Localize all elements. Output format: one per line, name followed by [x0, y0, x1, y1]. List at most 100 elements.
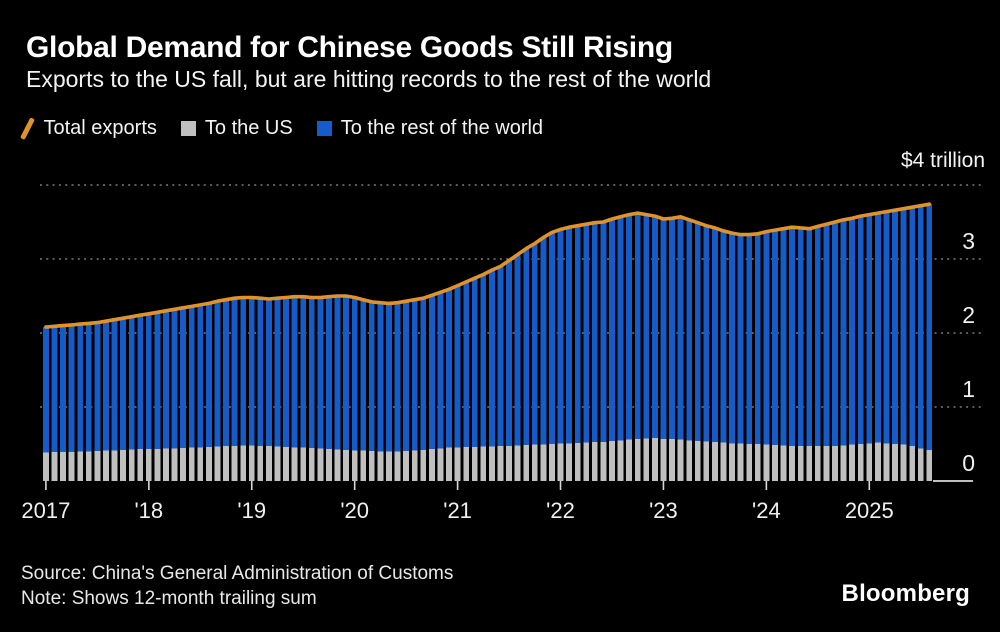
legend-label-to-the-us: To the US — [204, 116, 293, 139]
bar-segment-rest-of-world — [669, 218, 675, 440]
bar-segment-rest-of-world — [266, 298, 272, 447]
bar-segment-us — [68, 451, 75, 481]
bar-segment-us — [754, 444, 761, 481]
bar-segment-us — [94, 451, 101, 481]
bar-segment-rest-of-world — [300, 296, 307, 448]
bar-segment-rest-of-world — [180, 307, 187, 449]
bar-segment-us — [549, 444, 555, 481]
bar-segment-rest-of-world — [574, 225, 581, 443]
bar-segment-us — [137, 449, 144, 481]
bar-segment-rest-of-world — [523, 248, 530, 446]
bar-segment-us — [823, 446, 830, 481]
bar-segment-us — [857, 444, 864, 481]
x-axis-label-23: '23 — [649, 498, 678, 523]
bar-segment-rest-of-world — [463, 281, 470, 447]
bar-segment-us — [437, 448, 444, 481]
bar-segment-rest-of-world — [489, 270, 495, 447]
bar-segment-us — [317, 448, 324, 481]
bar-segment-rest-of-world — [137, 315, 144, 450]
bar-segment-rest-of-world — [600, 222, 607, 442]
bar-segment-us — [703, 441, 710, 481]
bloomberg-logo: Bloomberg — [841, 580, 970, 607]
y-axis-label-0: 0 — [962, 450, 975, 476]
bar-segment-rest-of-world — [94, 322, 101, 452]
bar-segment-us — [763, 444, 770, 481]
methodology-note: Note: Shows 12-month trailing sum — [21, 588, 317, 609]
bar-segment-us — [188, 447, 195, 481]
bar-segment-us — [308, 448, 315, 481]
bar-segment-us — [523, 445, 530, 481]
x-axis-label-2025: 2025 — [845, 498, 894, 523]
bar-segment-rest-of-world — [377, 302, 384, 452]
bar-segment-us — [720, 442, 727, 481]
bar-segment-us — [257, 445, 264, 481]
bar-segment-rest-of-world — [248, 297, 255, 446]
bar-segment-rest-of-world — [51, 326, 58, 453]
bar-segment-us — [540, 444, 547, 481]
bar-segment-rest-of-world — [591, 222, 598, 443]
bar-segment-rest-of-world — [197, 304, 204, 448]
bar-segment-rest-of-world — [797, 227, 804, 446]
bar-segment-rest-of-world — [43, 327, 49, 453]
chart-legend: Total exports To the US To the rest of t… — [20, 112, 543, 144]
bar-segment-us — [634, 438, 641, 481]
bar-segment-rest-of-world — [772, 230, 778, 446]
bar-segment-us — [180, 448, 187, 481]
bar-segment-us — [789, 445, 795, 481]
bar-segment-us — [892, 444, 898, 481]
bar-segment-us — [77, 451, 84, 481]
bar-segment-us — [772, 445, 778, 481]
bar-segment-rest-of-world — [171, 309, 178, 449]
bar-segment-us — [531, 444, 538, 481]
bar-segment-us — [712, 441, 718, 481]
bar-segment-rest-of-world — [643, 214, 650, 439]
bar-segment-rest-of-world — [549, 232, 555, 444]
bar-segment-us — [111, 450, 118, 481]
bar-segment-rest-of-world — [651, 216, 658, 439]
bar-segment-rest-of-world — [308, 297, 315, 449]
bar-segment-rest-of-world — [283, 297, 289, 447]
bar-segment-rest-of-world — [497, 266, 504, 447]
y-axis-top-label: $4 trillion — [900, 149, 985, 172]
bar-segment-rest-of-world — [454, 285, 461, 448]
bar-segment-rest-of-world — [806, 228, 813, 447]
bar-segment-us — [454, 447, 461, 481]
bar-segment-us — [557, 443, 564, 481]
bar-segment-rest-of-world — [68, 324, 75, 452]
bar-segment-rest-of-world — [163, 310, 169, 449]
bar-segment-us — [266, 446, 272, 481]
bar-segment-us — [583, 442, 590, 481]
bar-segment-us — [497, 446, 504, 481]
bar-segment-rest-of-world — [154, 312, 161, 449]
bar-segment-rest-of-world — [471, 278, 478, 447]
bar-segment-us — [205, 446, 212, 481]
bar-segment-rest-of-world — [780, 228, 787, 446]
bar-segment-us — [686, 440, 693, 481]
bar-segment-us — [832, 445, 838, 481]
bar-segment-us — [248, 445, 255, 481]
y-axis-label-1: 1 — [962, 376, 975, 402]
bar-segment-us — [43, 452, 49, 481]
bar-segment-us — [866, 443, 873, 481]
bar-segment-rest-of-world — [506, 260, 512, 446]
bar-segment-rest-of-world — [840, 219, 847, 446]
bar-segment-us — [120, 449, 126, 481]
bar-segment-us — [480, 446, 487, 481]
bar-segment-rest-of-world — [917, 205, 924, 449]
bar-segment-us — [171, 448, 178, 481]
bar-segment-rest-of-world — [832, 222, 838, 446]
bar-segment-us — [240, 445, 247, 481]
chart-subtitle: Exports to the US fall, but are hitting … — [26, 66, 712, 92]
bar-segment-us — [660, 438, 667, 481]
bar-segment-us — [274, 446, 281, 481]
x-axis-label-2017: 2017 — [21, 498, 70, 523]
chart-title: Global Demand for Chinese Goods Still Ri… — [26, 31, 673, 64]
bar-segment-us — [677, 439, 684, 481]
bar-segment-us — [840, 445, 847, 481]
x-axis-label-24: '24 — [752, 498, 781, 523]
bar-segment-rest-of-world — [291, 296, 298, 448]
bar-segment-rest-of-world — [274, 298, 281, 447]
bar-segment-rest-of-world — [617, 216, 624, 441]
bar-segment-rest-of-world — [900, 208, 907, 445]
bar-segment-us — [403, 451, 410, 481]
